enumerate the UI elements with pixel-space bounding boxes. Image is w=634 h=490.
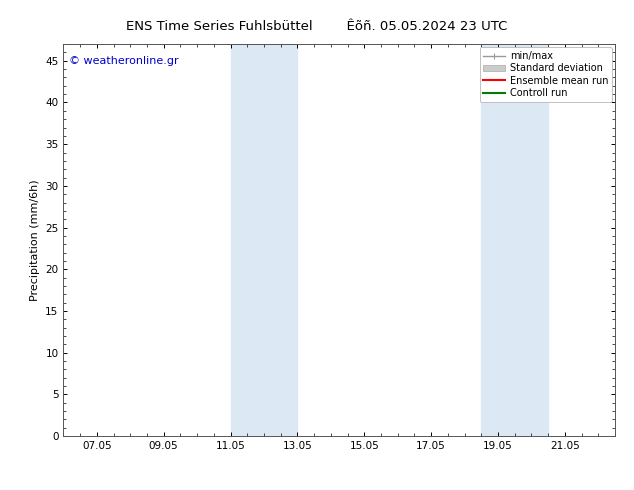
Y-axis label: Precipitation (mm/6h): Precipitation (mm/6h) <box>30 179 40 301</box>
Text: ENS Time Series Fuhlsbüttel        Êõñ. 05.05.2024 23 UTC: ENS Time Series Fuhlsbüttel Êõñ. 05.05.2… <box>126 20 508 33</box>
Text: © weatheronline.gr: © weatheronline.gr <box>69 56 179 66</box>
Bar <box>231 44 297 436</box>
Legend: min/max, Standard deviation, Ensemble mean run, Controll run: min/max, Standard deviation, Ensemble me… <box>479 47 612 102</box>
Bar <box>481 44 548 436</box>
